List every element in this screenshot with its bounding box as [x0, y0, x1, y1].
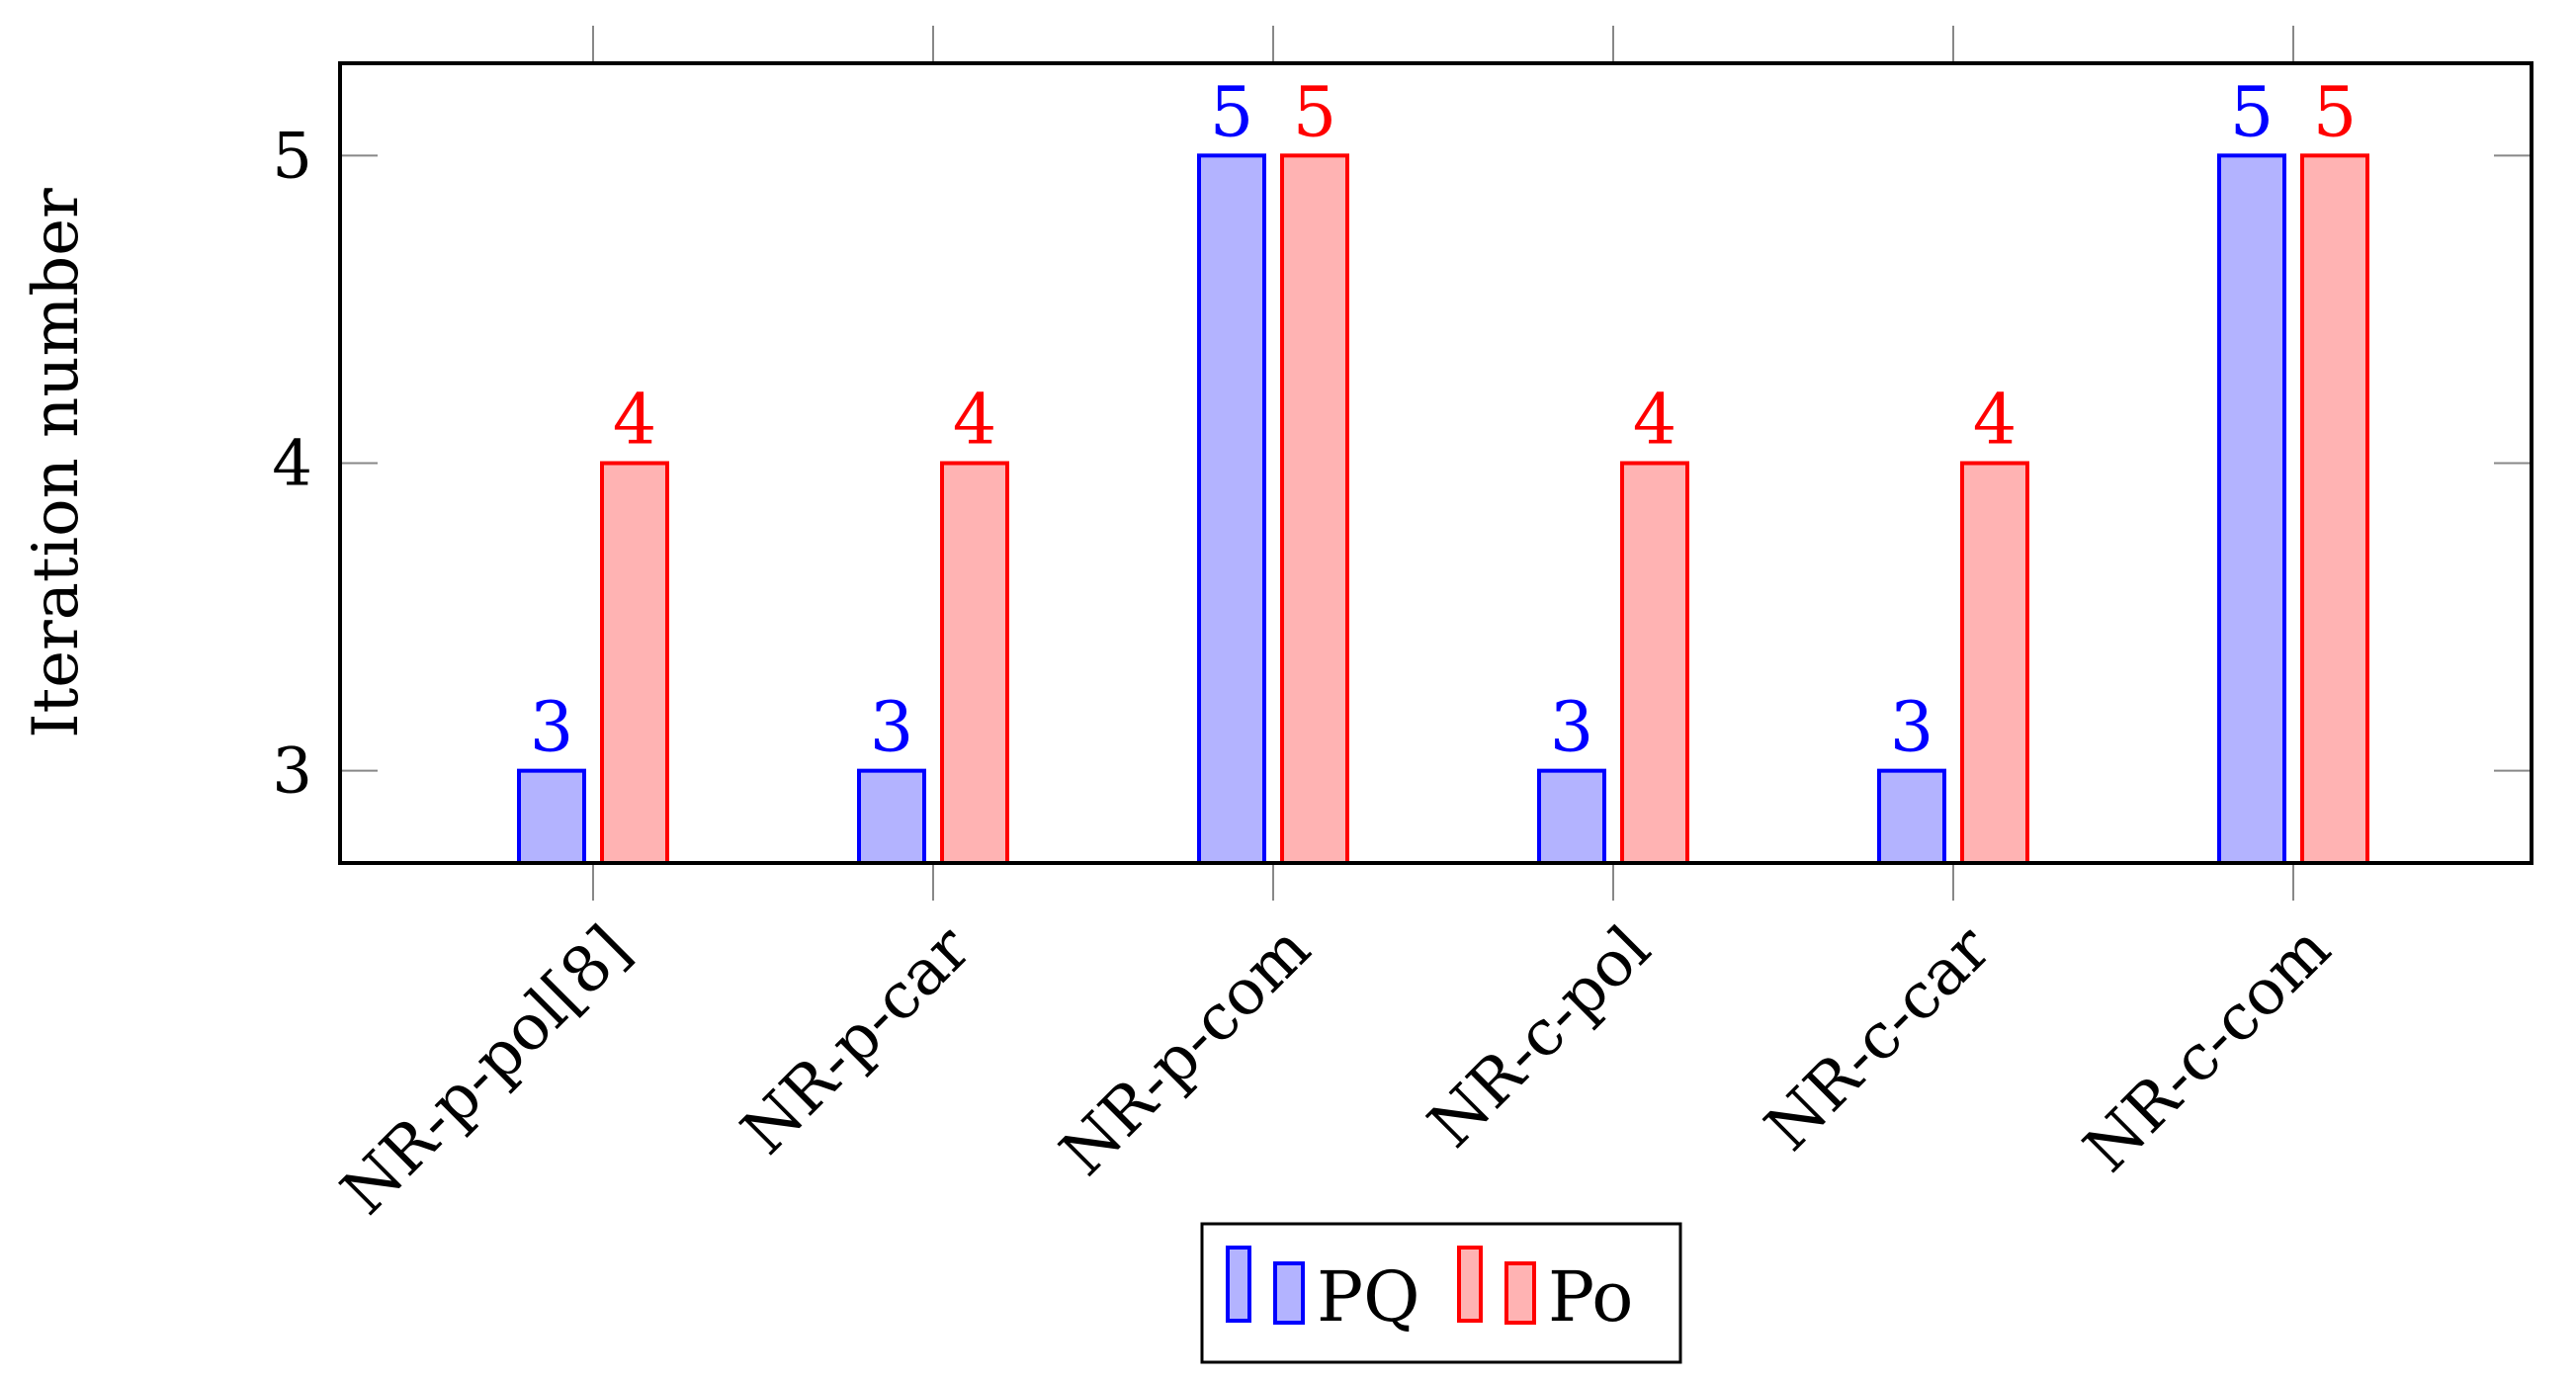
legend-swatch-po: [1504, 1261, 1536, 1325]
data-label-pq: 5: [1210, 71, 1254, 152]
data-label-po: 5: [2313, 71, 2358, 152]
data-label-po: 4: [613, 380, 657, 461]
y-axis-title: Iteration number: [20, 188, 93, 738]
x-tick-label: NR-c-pol: [1416, 912, 1666, 1163]
bar-po: [1960, 461, 2029, 865]
y-tick-label: 4: [272, 428, 312, 501]
x-tick-label: NR-c-car: [1752, 912, 2005, 1165]
legend: PQ Po: [1200, 1222, 1682, 1364]
bar-po: [1280, 153, 1349, 866]
data-label-pq: 3: [870, 687, 914, 768]
axis-layer: [340, 26, 2532, 901]
bar-pq: [517, 768, 586, 866]
data-label-pq: 3: [1890, 687, 1934, 768]
bar-po: [600, 461, 669, 865]
y-tick-label: 5: [272, 120, 312, 193]
data-label-pq: 3: [1550, 687, 1594, 768]
x-tick-label: NR-p-car: [729, 912, 986, 1169]
data-label-po: 4: [953, 380, 997, 461]
bar-pq: [1197, 153, 1266, 866]
bar-po: [2300, 153, 2369, 866]
legend-swatch-pq: [1226, 1246, 1251, 1323]
legend-swatch-pq: [1273, 1261, 1305, 1325]
bars-layer: [517, 153, 2369, 866]
legend-label-pq: PQ: [1317, 1256, 1420, 1338]
bar-pq: [2217, 153, 2286, 866]
y-tick-label: 3: [272, 735, 312, 809]
x-tick-label: NR-p-com: [1047, 912, 1325, 1190]
data-label-po: 4: [1633, 380, 1677, 461]
x-tick-label: NR-c-com: [2071, 912, 2345, 1186]
x-tick-label: NR-p-pol[8]: [328, 912, 644, 1229]
data-label-pq: 5: [2230, 71, 2275, 152]
bar-pq: [857, 768, 926, 866]
data-label-po: 4: [1973, 380, 2018, 461]
plot-frame: [338, 61, 2533, 865]
bar-pq: [1537, 768, 1606, 866]
data-label-pq: 3: [530, 687, 574, 768]
bar-po: [1620, 461, 1689, 865]
legend-swatch-po: [1457, 1246, 1483, 1323]
legend-label-po: Po: [1548, 1256, 1633, 1338]
data-label-po: 5: [1293, 71, 1337, 152]
bar-pq: [1877, 768, 1946, 866]
legend-items: PQ Po: [1226, 1246, 1633, 1338]
bar-po: [940, 461, 1009, 865]
